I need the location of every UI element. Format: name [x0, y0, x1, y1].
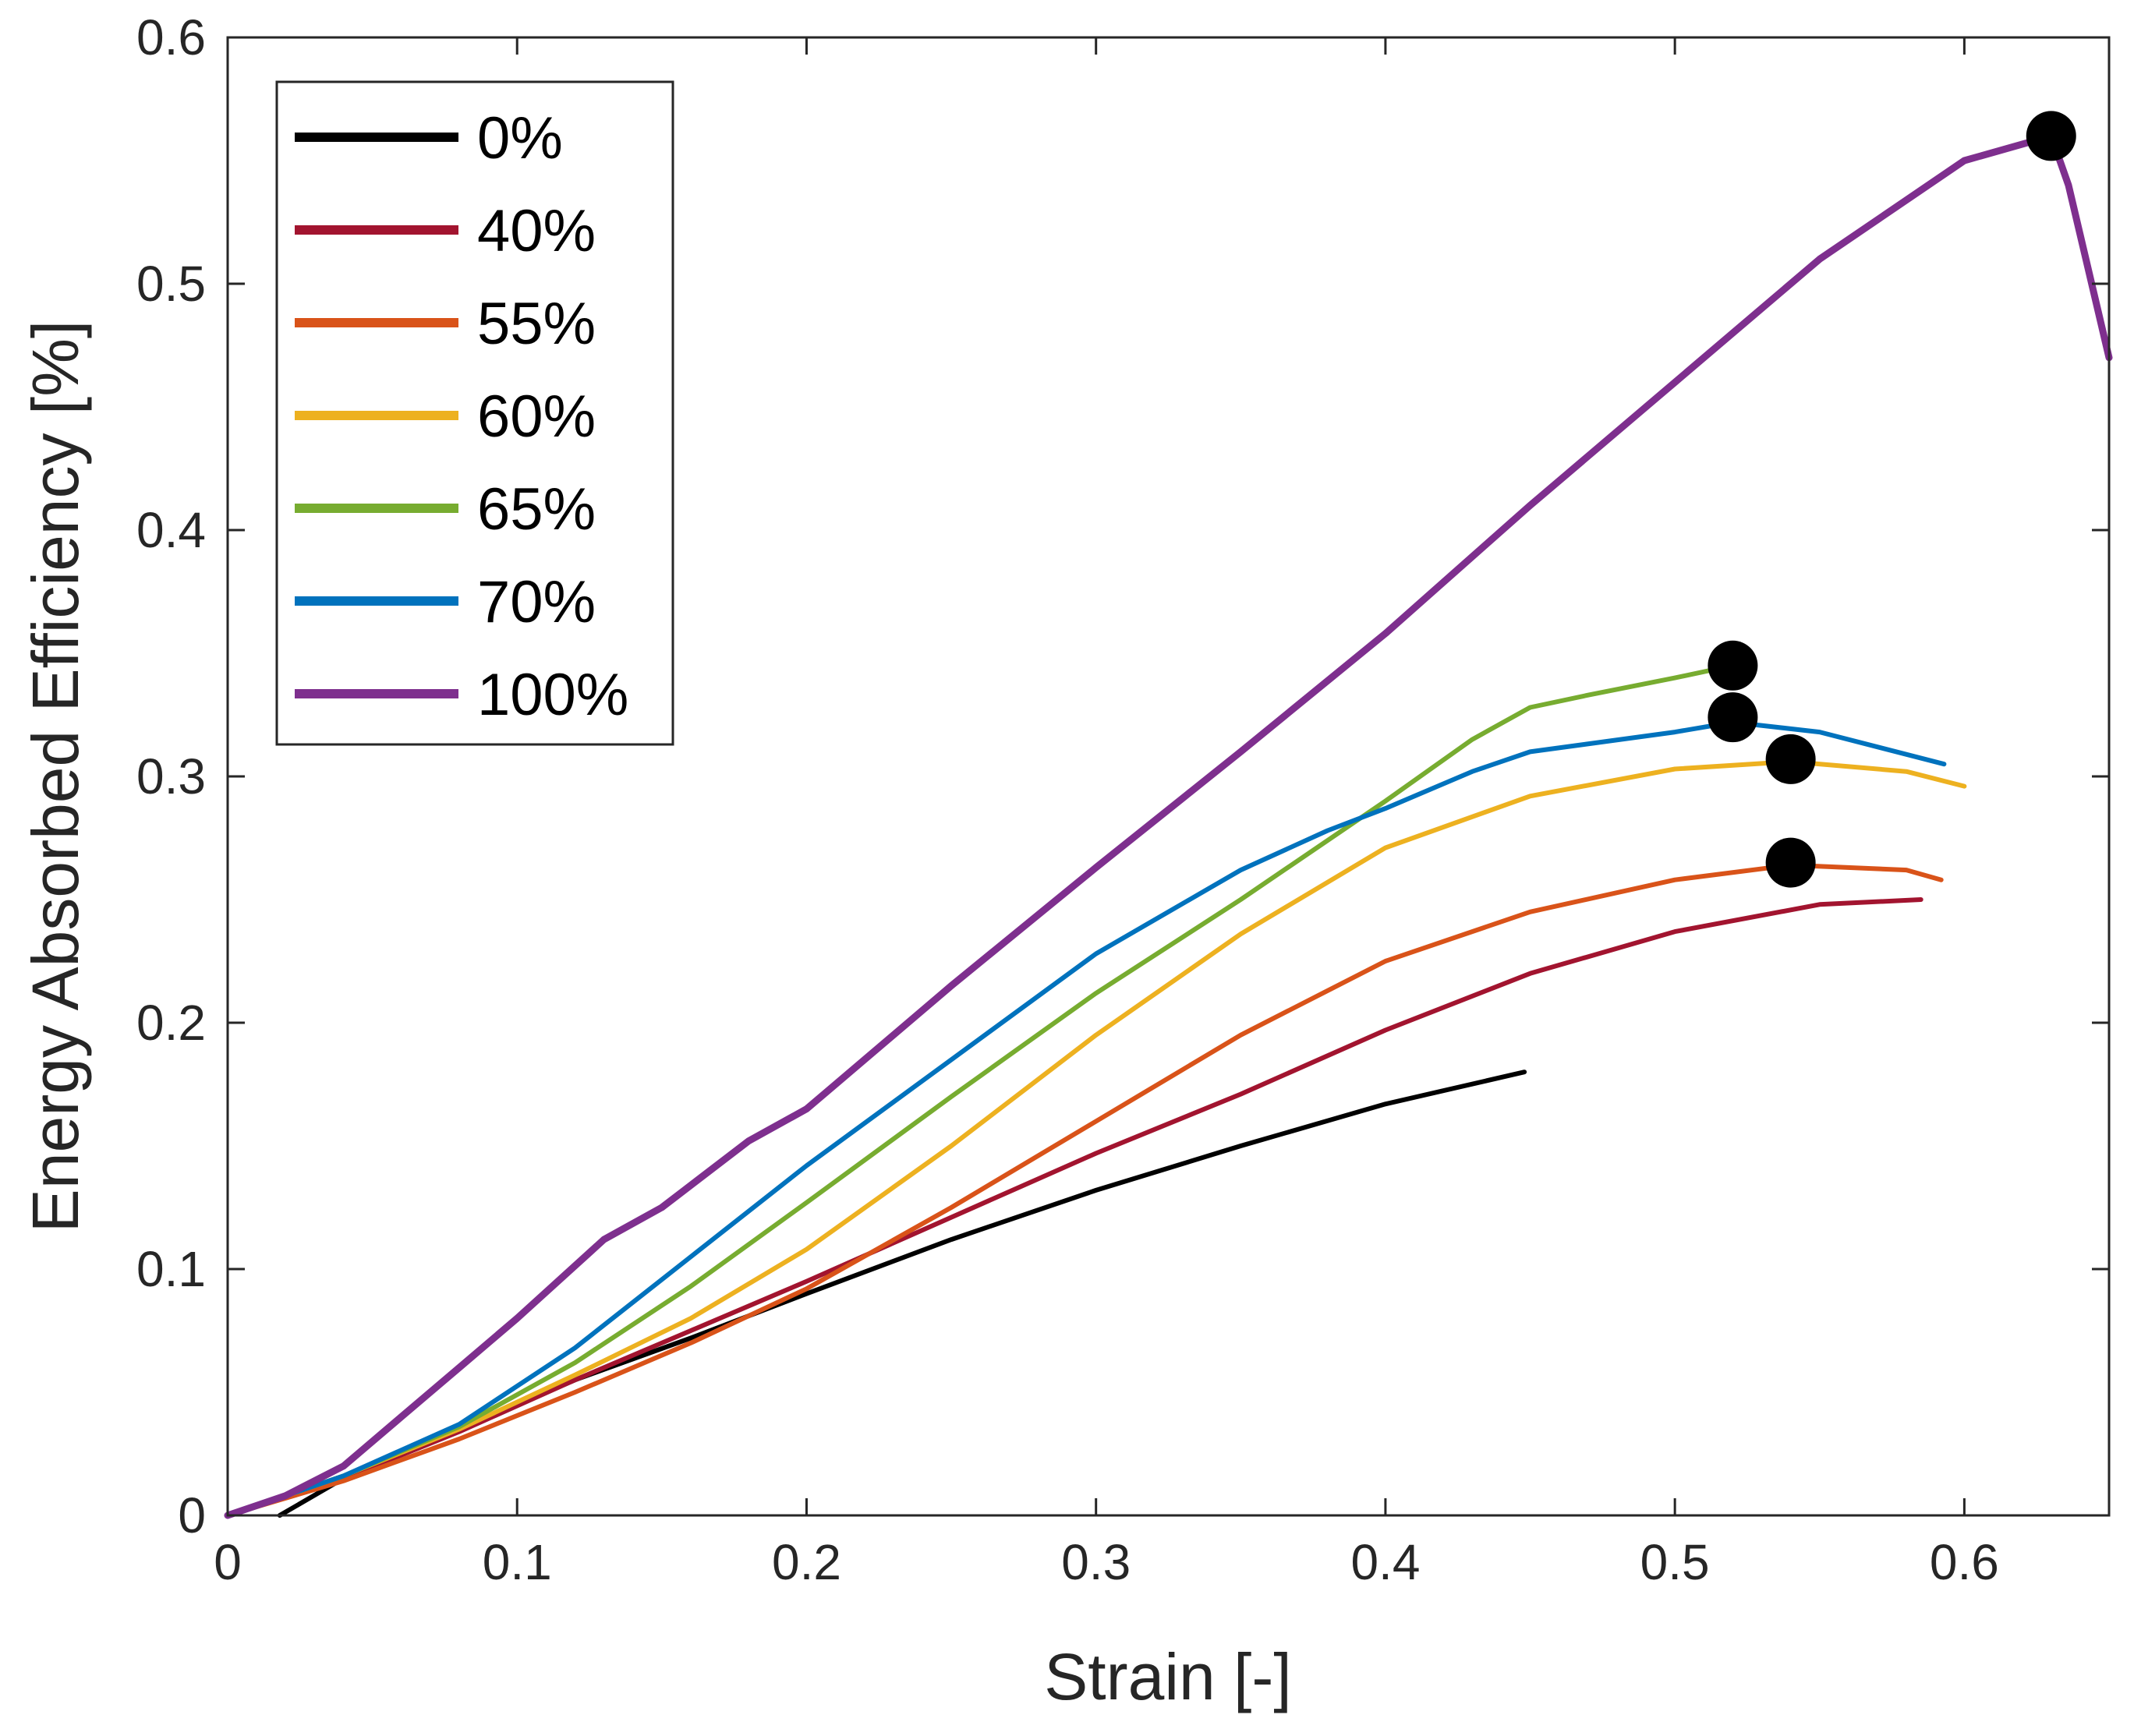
legend-label: 100%: [477, 662, 628, 728]
legend-label: 0%: [477, 105, 563, 171]
series-line-55pct: [225, 862, 1944, 1518]
marker-layer: [1708, 111, 2076, 888]
y-tick-label: 0.3: [136, 748, 206, 804]
tick-layer: 0 0.1 0.2 0.3 0.4 0.5 0.6 0 0.1 0.2 0.3 0.4 0.5 0.6: [136, 9, 2109, 1590]
y-tick-label: 0.4: [136, 502, 206, 558]
legend-label: 55%: [477, 291, 596, 357]
legend-label: 65%: [477, 476, 596, 543]
legend-label: 40%: [477, 198, 596, 264]
y-tick-label: 0.6: [136, 9, 206, 65]
series-line-65pct: [225, 663, 1736, 1518]
y-tick-label: 0.5: [136, 256, 206, 312]
legend-label: 70%: [477, 569, 596, 635]
y-tick-label: 0.1: [136, 1241, 206, 1297]
x-tick-label: 0.5: [1640, 1534, 1710, 1590]
x-tick-label: 0.3: [1061, 1534, 1131, 1590]
x-tick-label: 0.1: [483, 1534, 552, 1590]
peak-marker-100pct: [2026, 111, 2076, 161]
x-tick-label: 0.6: [1930, 1534, 1999, 1590]
y-tick-label: 0.2: [136, 995, 206, 1051]
legend-label: 60%: [477, 384, 596, 450]
x-axis-title: Strain [-]: [1044, 1640, 1291, 1713]
legend: 0% 40% 55% 60% 65% 70% 100%: [275, 80, 674, 746]
x-tick-label: 0.4: [1350, 1534, 1420, 1590]
peak-marker-65pct: [1708, 640, 1758, 691]
series-line-70pct: [225, 720, 1947, 1518]
x-tick-label: 0.2: [772, 1534, 841, 1590]
peak-marker-55pct: [1765, 837, 1816, 888]
legend-entries: 0% 40% 55% 60% 65% 70% 100%: [295, 105, 628, 728]
peak-marker-60pct: [1765, 734, 1816, 784]
y-axis-title: Energy Absorbed Efficiency [%]: [19, 320, 92, 1232]
series-line-100pct: [224, 132, 2113, 1519]
series-layer: [224, 132, 2113, 1519]
series-line-60pct: [225, 759, 1967, 1518]
y-tick-label: 0: [178, 1487, 206, 1543]
peak-marker-70pct: [1708, 692, 1758, 743]
x-tick-label: 0: [214, 1534, 242, 1590]
series-line-40pct: [225, 897, 1923, 1518]
